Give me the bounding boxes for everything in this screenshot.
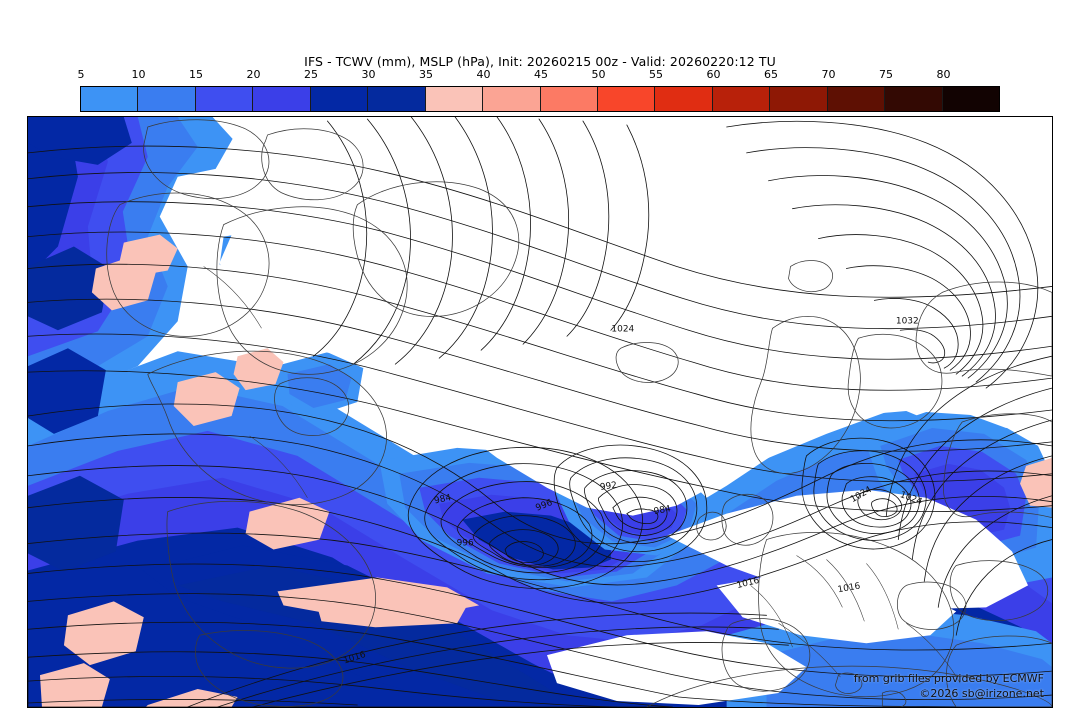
colorbar-tick-15: 15	[189, 68, 203, 81]
colorbar-swatch-30	[368, 87, 426, 111]
dry-regions	[219, 117, 1052, 706]
colorbar-swatch-80	[942, 87, 999, 111]
colorbar-tick-65: 65	[764, 68, 778, 81]
colorbar-swatch-45	[540, 87, 598, 111]
colorbar-swatch-60	[712, 87, 771, 111]
isobar-label: 984	[653, 504, 672, 517]
colorbar-swatch-50	[597, 87, 656, 111]
colorbar-tick-45: 45	[534, 68, 548, 81]
colorbar-swatch-75	[885, 87, 943, 111]
colorbar-tick-70: 70	[821, 68, 836, 81]
colorbar-swatch-35	[425, 87, 484, 111]
coastlines	[106, 119, 1052, 707]
colorbar-swatches	[80, 86, 1000, 112]
colorbar-tick-40: 40	[476, 68, 491, 81]
colorbar-swatch-25	[310, 87, 369, 111]
colorbar-tick-75: 75	[879, 68, 893, 81]
colorbar-tick-50: 50	[591, 68, 606, 81]
colorbar-tick-35: 35	[419, 68, 433, 81]
isobar-label: 1032	[896, 316, 919, 326]
colorbar-swatch-15	[195, 87, 254, 111]
colorbar-tick-25: 25	[304, 68, 318, 81]
colorbar-tick-80: 80	[936, 68, 951, 81]
page-title: IFS - TCWV (mm), MSLP (hPa), Init: 20260…	[304, 54, 776, 69]
colorbar-swatch-5	[81, 87, 139, 111]
isobar-label: 1024	[611, 324, 634, 334]
isobar-label: 992	[599, 481, 617, 493]
isobar-label: 984	[433, 493, 452, 506]
isobar-label: 996	[457, 539, 474, 549]
weather-map-panel[interactable]: 984 992 996 984 1016 1024 1024 1032 1024 1016 1016…	[27, 116, 1053, 708]
colorbar	[80, 86, 1000, 112]
colorbar-swatch-10	[138, 87, 196, 111]
colorbar-swatch-65	[770, 87, 828, 111]
colorbar-swatch-40	[483, 87, 541, 111]
isobar-label: 1016	[837, 581, 862, 595]
colorbar-swatch-55	[655, 87, 713, 111]
colorbar-tick-55: 55	[649, 68, 663, 81]
colorbar-tick-labels: 5 10 15 20 25 30 35 40 45 50 55 60 65 70 75 80	[77, 68, 1000, 84]
colorbar-tick-60: 60	[706, 68, 721, 81]
colorbar-swatch-70	[827, 87, 886, 111]
colorbar-swatch-20	[253, 87, 311, 111]
colorbar-tick-10: 10	[131, 68, 146, 81]
colorbar-tick-20: 20	[246, 68, 261, 81]
colorbar-tick-30: 30	[361, 68, 376, 81]
colorbar-tick-5: 5	[77, 68, 85, 81]
